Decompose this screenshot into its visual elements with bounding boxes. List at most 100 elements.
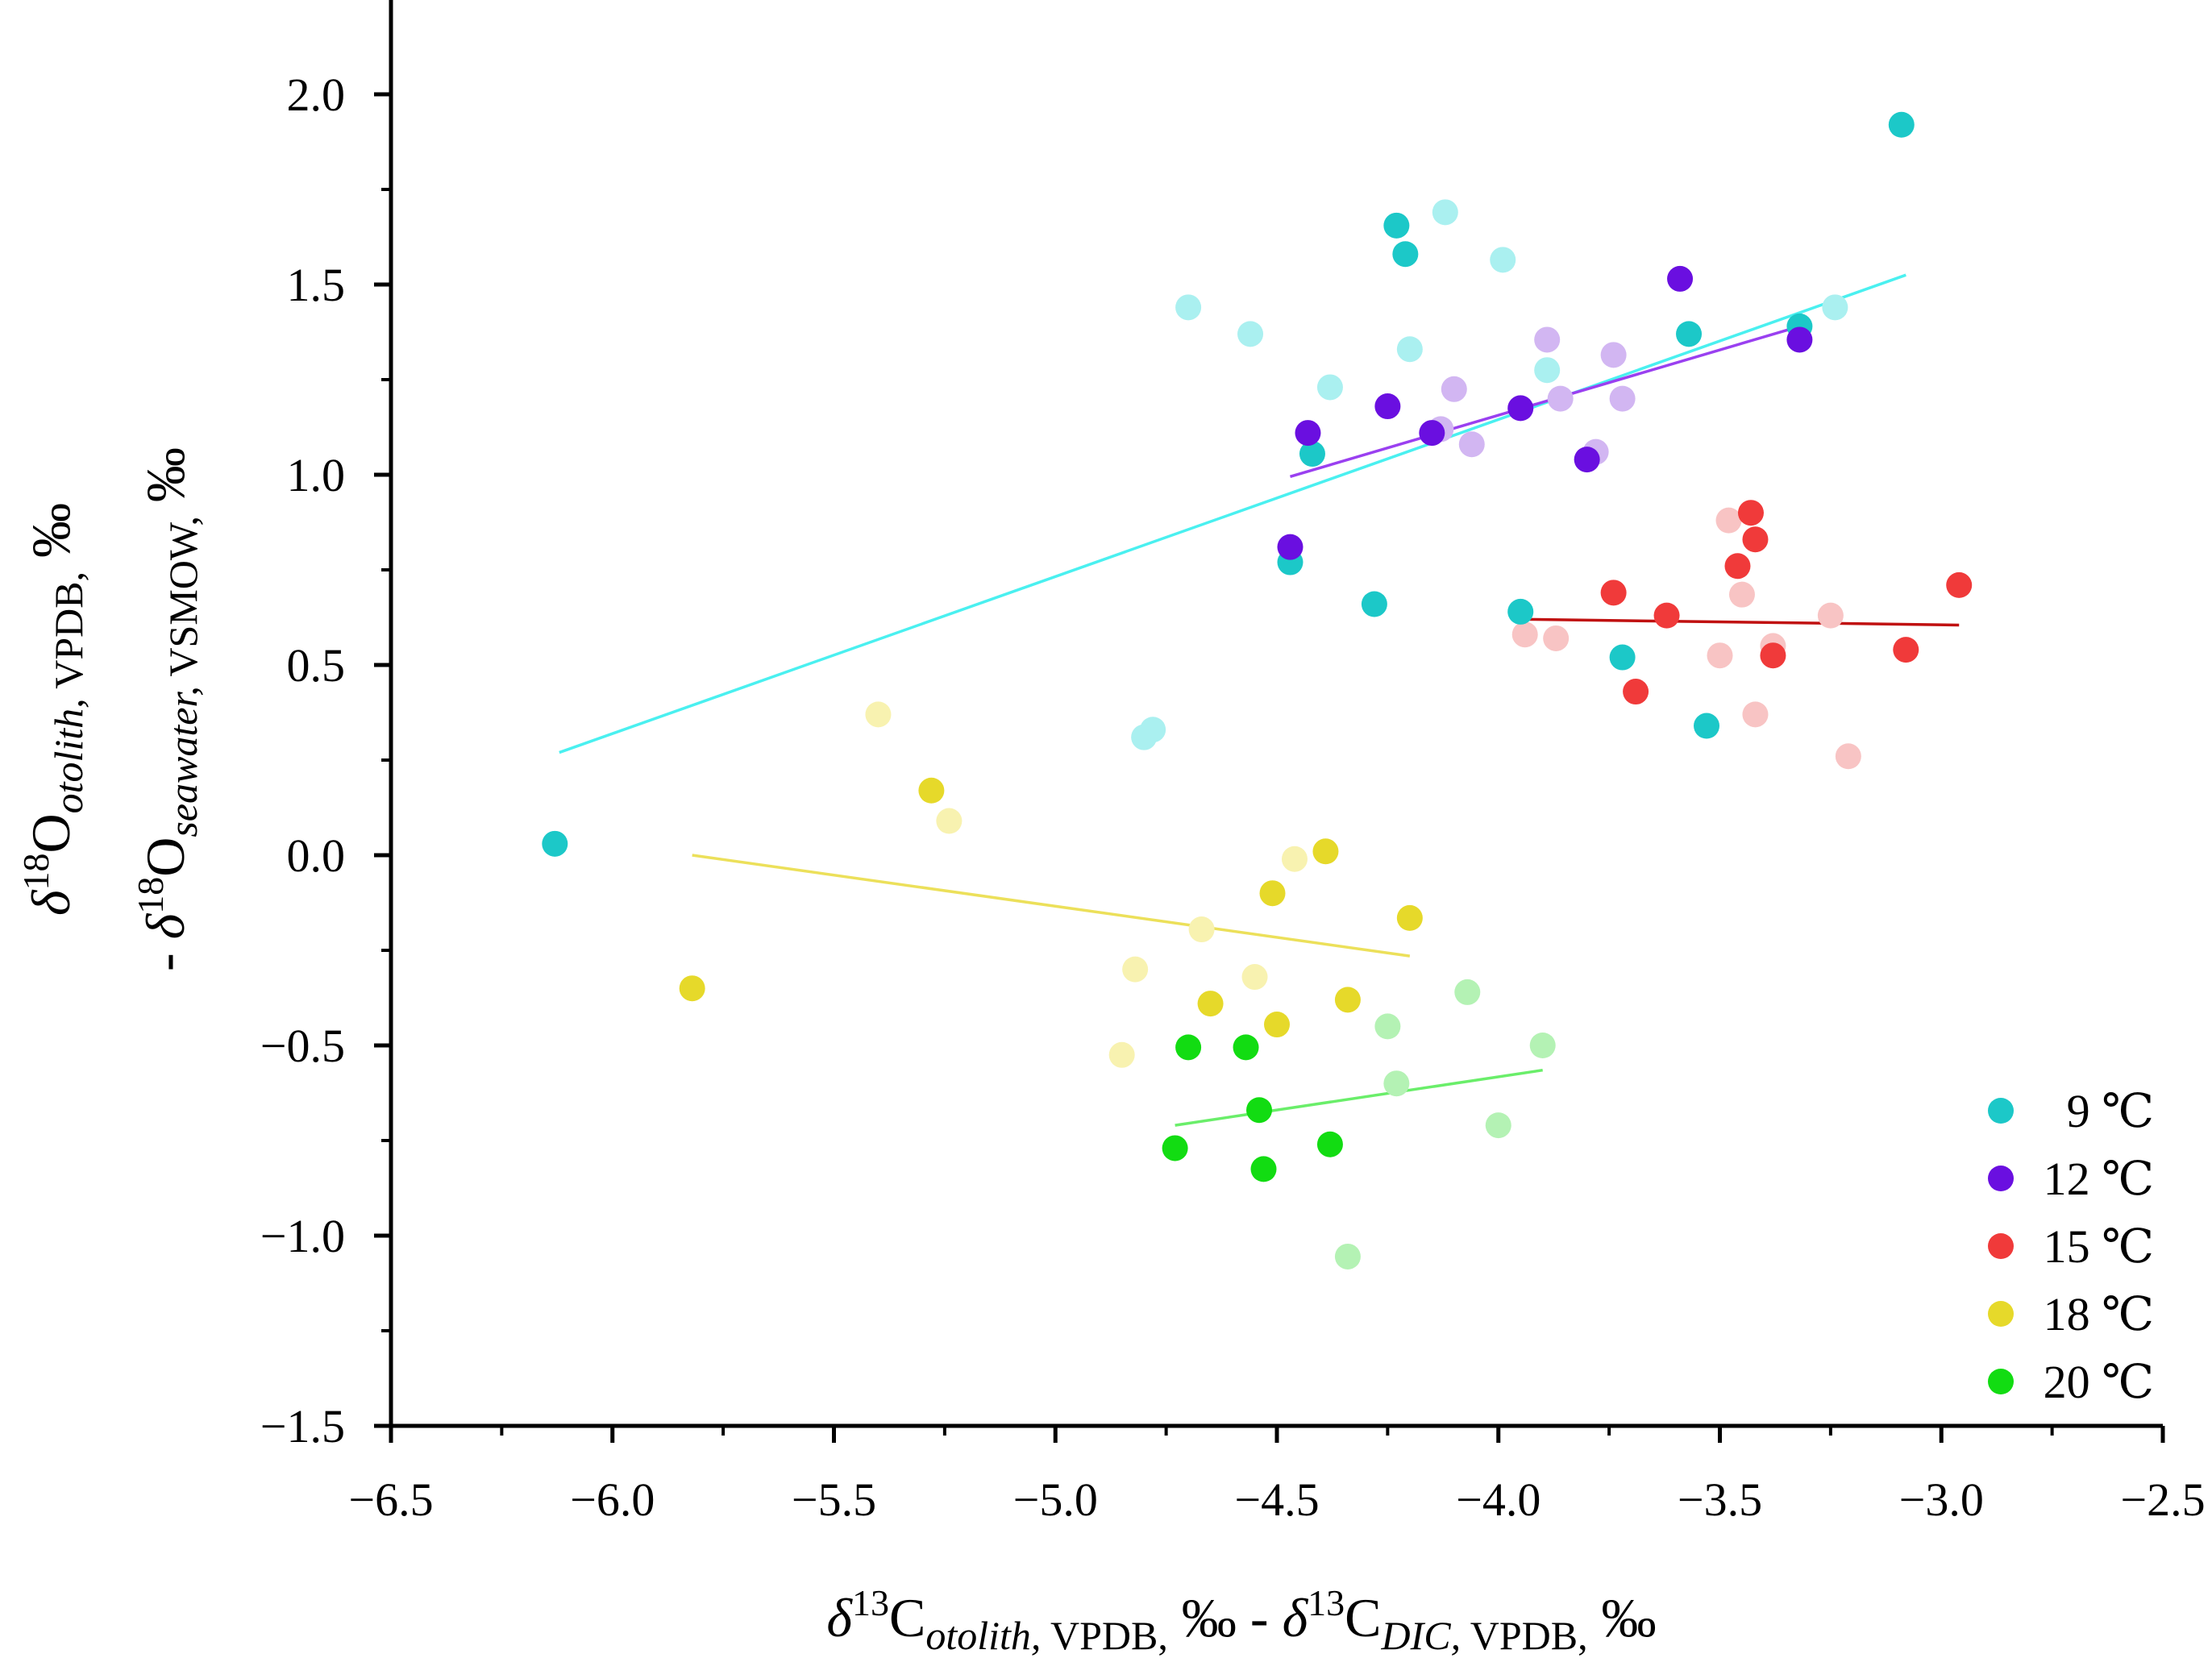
y-title1-sub: otolith,: [46, 698, 91, 813]
data-point: [679, 975, 705, 1002]
data-point: [1724, 553, 1751, 580]
faded-data-point: [1140, 717, 1166, 743]
faded-data-point: [1822, 294, 1848, 321]
axes: [389, 0, 2163, 1428]
y-tick-label: −0.5: [260, 1020, 345, 1072]
data-point: [1893, 637, 1919, 663]
faded-data-point: [865, 701, 892, 728]
faded-data-point: [936, 808, 963, 834]
data-point: [1623, 679, 1649, 705]
data-point: [1246, 1097, 1273, 1124]
legend-marker: [1988, 1098, 2014, 1124]
y-title1-delta: δ: [20, 889, 81, 916]
y-title2-prefix: -: [135, 939, 196, 971]
faded-data-point: [1108, 1041, 1135, 1068]
data-point: [1264, 1012, 1290, 1038]
faded-data-point: [1742, 701, 1769, 728]
x-title-sup1: 13: [852, 1582, 889, 1623]
data-point: [1175, 1034, 1202, 1061]
x-tick-label: −6.0: [570, 1473, 655, 1526]
data-point: [1197, 991, 1224, 1017]
faded-data-point: [1237, 321, 1264, 347]
x-axis-title: δ13Cotolith, VPDB, ‰ - δ13CDIC, VPDB, ‰: [826, 1582, 1656, 1658]
faded-data-point: [1396, 336, 1423, 363]
faded-data-point: [1534, 357, 1561, 384]
legend-label: 18 ℃: [2044, 1288, 2154, 1340]
data-point: [1396, 904, 1423, 931]
faded-data-point: [1281, 846, 1308, 872]
data-points: [542, 111, 1973, 1182]
data-point: [1737, 500, 1764, 526]
faded-data-point: [1188, 916, 1215, 943]
faded-data-point: [1728, 581, 1755, 608]
y-title2-unit: ‰: [135, 447, 196, 516]
data-point: [1676, 321, 1703, 347]
data-point: [1600, 580, 1627, 606]
legend-marker: [1988, 1233, 2014, 1259]
faded-data-point: [1609, 385, 1636, 412]
data-point: [1361, 591, 1387, 617]
x-title-unit2: ‰: [1588, 1587, 1657, 1648]
x-title-c2: C: [1345, 1587, 1381, 1648]
y-title1-ref: VPDB,: [46, 571, 91, 698]
data-point: [1946, 571, 1973, 598]
x-tick-label: −6.5: [348, 1473, 433, 1526]
x-tick-label: −5.5: [792, 1473, 876, 1526]
data-point: [1299, 441, 1325, 467]
faded-data-point: [1432, 199, 1458, 226]
data-point: [1786, 326, 1813, 353]
data-point: [1383, 212, 1410, 239]
y-title2-sub: seawater,: [160, 686, 206, 837]
faded-data-point: [1374, 1013, 1401, 1040]
data-point: [1694, 713, 1720, 739]
data-point: [1334, 987, 1361, 1013]
data-point: [1667, 265, 1694, 292]
faded-data-point: [1600, 342, 1627, 368]
data-point: [1316, 1131, 1343, 1157]
data-point: [918, 777, 945, 804]
y-title1-sup: 18: [15, 854, 56, 891]
faded-data-point: [1835, 743, 1861, 770]
faded-data-point: [1543, 625, 1570, 651]
data-point: [1392, 241, 1419, 268]
y-tick-label: 1.5: [287, 259, 346, 311]
x-tick-label: −3.0: [1899, 1473, 1984, 1526]
trendline: [1289, 325, 1800, 479]
data-point: [1507, 598, 1534, 625]
x-tick-label: −4.5: [1234, 1473, 1319, 1526]
x-title-ref1: VPDB,: [1041, 1613, 1167, 1658]
faded-data-point: [1122, 956, 1149, 983]
y-tick-label: 1.0: [287, 449, 346, 501]
faded-data-point: [1490, 247, 1516, 273]
y-ticks: −1.5 −1.0 −0.5 0.0 0.5 1.0 1.5 2.0: [260, 69, 391, 1452]
legend-marker: [1988, 1301, 2014, 1327]
x-title-ref2: VPDB,: [1461, 1613, 1587, 1658]
data-point: [1374, 393, 1401, 420]
y-title2-sup: 18: [130, 877, 171, 914]
y-axis-title-line2: - δ18Oseawater, VSMOW, ‰: [130, 447, 206, 971]
data-point: [1419, 420, 1445, 447]
data-point: [1760, 642, 1786, 669]
data-point: [1574, 447, 1600, 473]
trendline: [1524, 617, 1960, 627]
x-title-delta: δ: [826, 1587, 853, 1648]
data-point: [1259, 880, 1286, 907]
faded-data-point: [1534, 326, 1561, 353]
faded-data-point: [1454, 979, 1481, 1005]
faded-data-point: [1241, 964, 1268, 991]
x-title-unit1: ‰ -: [1168, 1587, 1283, 1648]
trendline: [1175, 1068, 1543, 1127]
data-point: [1312, 838, 1339, 865]
y-title2-delta: δ: [135, 912, 196, 939]
faded-data-point: [1817, 602, 1844, 629]
legend-label: 20 ℃: [2044, 1356, 2154, 1408]
y-tick-label: 2.0: [287, 69, 346, 121]
faded-data-point: [1547, 385, 1574, 412]
faded-data-point: [1383, 1070, 1410, 1097]
legend-label: 15 ℃: [2044, 1220, 2154, 1273]
y-axis-title-line1: δ18Ootolith, VPDB, ‰: [15, 503, 91, 916]
faded-data-point: [1485, 1112, 1511, 1139]
trendlines: [559, 273, 1960, 1127]
